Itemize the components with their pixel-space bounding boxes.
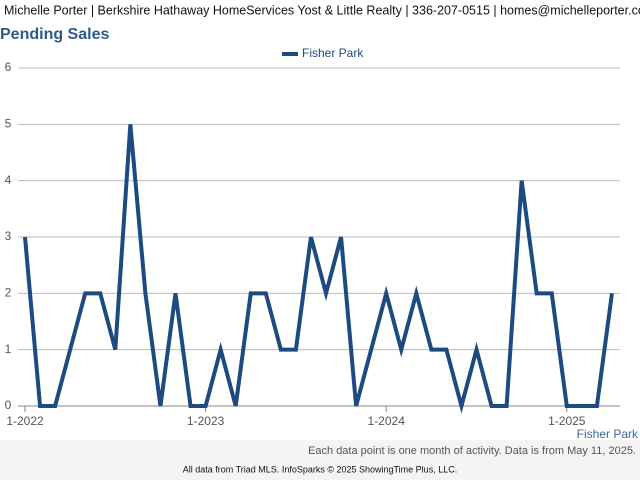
x-axis-label: Fisher Park [577, 427, 639, 441]
y-tick-label: 4 [5, 173, 12, 187]
footer: All data from Triad MLS. InfoSparks © 20… [183, 464, 457, 474]
x-tick-label: 1-2024 [368, 414, 406, 428]
y-tick-label: 1 [5, 342, 12, 356]
x-tick-label: 1-2023 [187, 414, 225, 428]
legend-label: Fisher Park [302, 46, 364, 60]
series-line [23, 124, 614, 414]
y-tick-label: 5 [5, 117, 12, 131]
y-tick-label: 2 [5, 286, 12, 300]
chart-title: Pending Sales [0, 26, 109, 43]
y-tick-label: 6 [5, 60, 12, 74]
footer-band [0, 440, 640, 480]
header: Michelle Porter | Berkshire Hathaway Hom… [4, 3, 640, 17]
x-tick-label: 1-2025 [548, 414, 586, 428]
y-tick-label: 3 [5, 229, 12, 243]
y-tick-label: 0 [5, 398, 12, 412]
note: Each data point is one month of activity… [308, 445, 636, 457]
x-tick-label: 1-2022 [6, 414, 44, 428]
